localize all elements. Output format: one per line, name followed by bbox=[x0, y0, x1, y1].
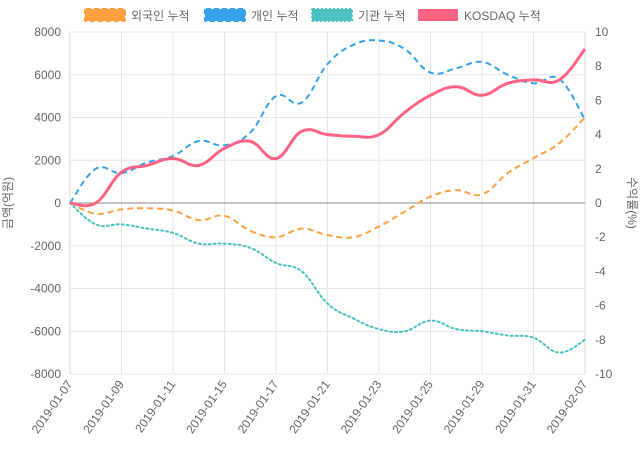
left-tick-label: 2000 bbox=[34, 153, 61, 167]
series-individual-line bbox=[69, 39, 586, 204]
right-tick-label: 6 bbox=[595, 93, 602, 107]
legend-label[interactable]: 개인 누적 bbox=[251, 9, 299, 23]
legend-swatch[interactable] bbox=[84, 8, 126, 22]
left-tick-label: 4000 bbox=[34, 111, 61, 125]
legend-label[interactable]: 외국인 누적 bbox=[131, 9, 190, 23]
x-tick-label: 2019-01-21 bbox=[286, 377, 333, 436]
left-axis-title: 금액(억원) bbox=[1, 177, 15, 229]
x-tick-label: 2019-01-31 bbox=[492, 377, 539, 436]
right-tick-label: -8 bbox=[595, 333, 606, 347]
right-tick-label: 2 bbox=[595, 162, 602, 176]
legend-swatch[interactable] bbox=[204, 8, 246, 22]
left-tick-label: 6000 bbox=[34, 68, 61, 82]
legend-swatch[interactable] bbox=[418, 9, 458, 21]
right-axis-ticks: 10 8 6 4 2 0 -2 -4 -6 -8 -10 bbox=[595, 25, 613, 381]
left-tick-label: -2000 bbox=[30, 239, 61, 253]
x-tick-label: 2019-01-23 bbox=[338, 377, 385, 436]
left-tick-label: 0 bbox=[54, 196, 61, 210]
right-tick-label: -4 bbox=[595, 264, 606, 278]
left-tick-label: -4000 bbox=[30, 282, 61, 296]
right-tick-label: -2 bbox=[595, 230, 606, 244]
right-tick-label: 8 bbox=[595, 59, 602, 73]
legend-swatch[interactable] bbox=[311, 8, 353, 22]
x-tick-label: 2019-01-15 bbox=[183, 377, 230, 436]
series-kosdaq-line bbox=[69, 48, 587, 208]
left-tick-label: -6000 bbox=[30, 324, 61, 338]
x-tick-label: 2019-01-11 bbox=[132, 377, 178, 435]
left-tick-label: 8000 bbox=[34, 25, 61, 39]
x-tick-label: 2019-01-09 bbox=[80, 377, 127, 436]
legend: 외국인 누적 개인 누적 기관 누적 KOSDAQ 누적 bbox=[84, 8, 541, 23]
x-tick-label: 2019-01-07 bbox=[29, 377, 76, 436]
left-tick-label: -8000 bbox=[30, 367, 61, 381]
series-institution-line bbox=[69, 202, 586, 354]
x-axis-ticks: 2019-01-07 2019-01-09 2019-01-11 2019-01-15… bbox=[29, 377, 591, 436]
right-axis-title: 수익률(%) bbox=[625, 177, 639, 229]
right-tick-label: 0 bbox=[595, 196, 602, 210]
x-tick-label: 2019-02-07 bbox=[544, 377, 591, 436]
x-tick-label: 2019-01-17 bbox=[235, 377, 282, 436]
right-tick-label: -6 bbox=[595, 299, 606, 313]
right-tick-label: 4 bbox=[595, 128, 602, 142]
left-axis-ticks: 8000 6000 4000 2000 0 -2000 -4000 -6000 -8000 bbox=[30, 25, 61, 381]
x-tick-label: 2019-01-25 bbox=[389, 377, 436, 436]
legend-label[interactable]: 기관 누적 bbox=[358, 9, 406, 23]
series-lines bbox=[69, 39, 587, 354]
legend-label[interactable]: KOSDAQ 누적 bbox=[464, 9, 541, 23]
series-foreign-line bbox=[69, 116, 586, 239]
x-tick-label: 2019-01-29 bbox=[441, 377, 488, 436]
right-tick-label: 10 bbox=[595, 25, 609, 39]
right-tick-label: -10 bbox=[595, 367, 613, 381]
